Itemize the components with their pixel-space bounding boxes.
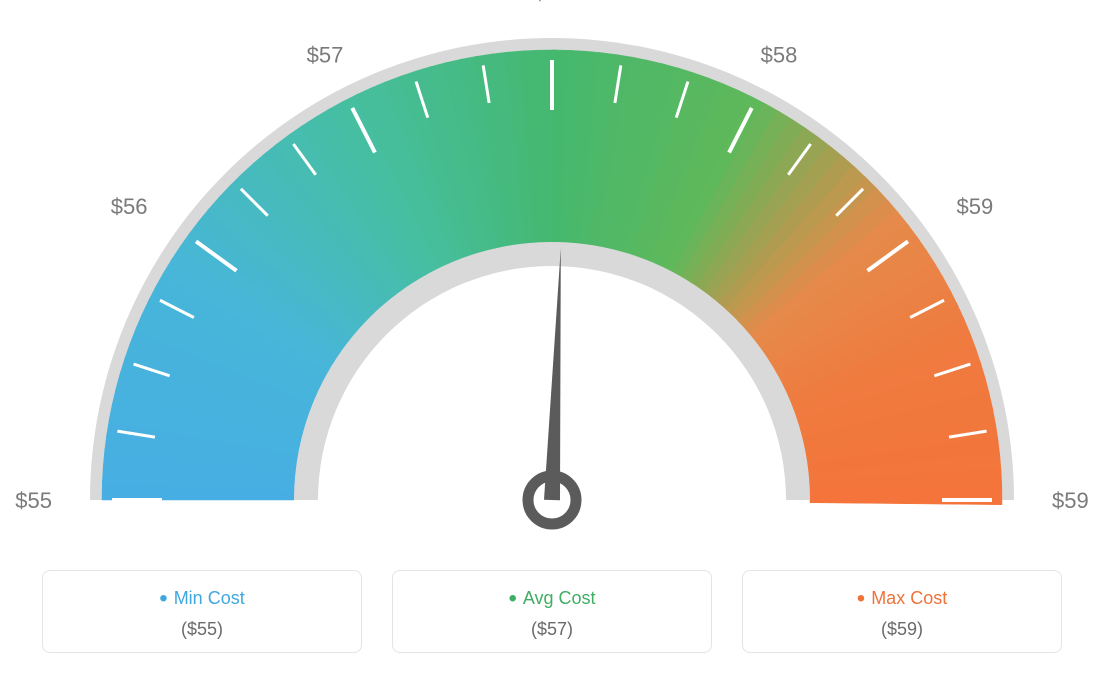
gauge-tick-label: $57 xyxy=(307,42,344,67)
legend-max-title: Max Cost xyxy=(753,585,1051,613)
legend-row: Min Cost ($55) Avg Cost ($57) Max Cost (… xyxy=(0,570,1104,653)
legend-min-value: ($55) xyxy=(53,619,351,640)
legend-max-value: ($59) xyxy=(753,619,1051,640)
legend-avg-value: ($57) xyxy=(403,619,701,640)
gauge-tick-label: $57 xyxy=(534,0,571,5)
legend-card-min: Min Cost ($55) xyxy=(42,570,362,653)
gauge-tick-label: $58 xyxy=(761,42,798,67)
gauge-tick-label: $59 xyxy=(957,194,994,219)
gauge-tick-label: $59 xyxy=(1052,488,1089,513)
gauge-tick-label: $56 xyxy=(111,194,148,219)
gauge-tick-label: $55 xyxy=(15,488,52,513)
legend-card-max: Max Cost ($59) xyxy=(742,570,1062,653)
gauge-needle xyxy=(544,248,561,500)
gauge-container: $55 $56 $57 $57 $58 $59 $59 xyxy=(0,0,1104,560)
legend-card-avg: Avg Cost ($57) xyxy=(392,570,712,653)
legend-min-title: Min Cost xyxy=(53,585,351,613)
legend-avg-title: Avg Cost xyxy=(403,585,701,613)
gauge-chart: $55 $56 $57 $57 $58 $59 $59 xyxy=(0,0,1104,560)
